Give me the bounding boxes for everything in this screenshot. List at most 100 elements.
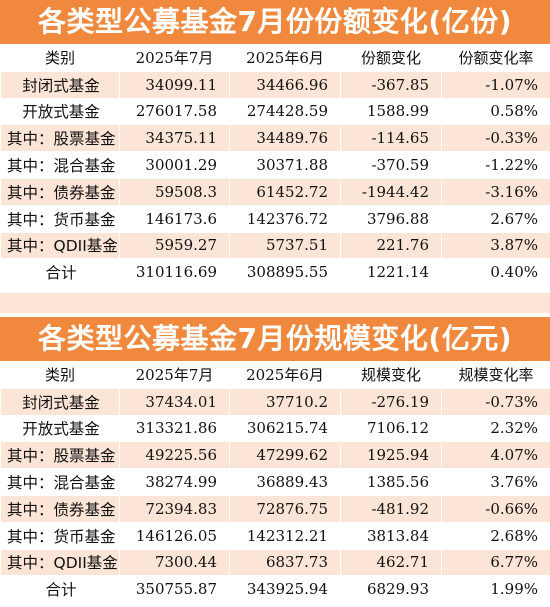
value-cell: 276017.58 xyxy=(119,97,230,126)
value-cell: 313321.86 xyxy=(119,414,230,443)
value-cell: 343925.94 xyxy=(229,575,341,604)
value-cell: 3.87% xyxy=(441,231,550,260)
value-cell: 1588.99 xyxy=(340,97,442,126)
table-row: 其中：货币基金 146126.05 142312.21 3813.84 2.68% xyxy=(0,521,550,550)
value-cell: -367.85 xyxy=(340,70,442,99)
table-row: 其中：混合基金 30001.29 30371.88 -370.59 -1.22% xyxy=(0,151,550,179)
category-cell: 封闭式基金 xyxy=(0,70,120,99)
category-cell: 其中：混合基金 xyxy=(0,151,120,179)
category-cell: 其中：混合基金 xyxy=(0,468,120,496)
column-header: 2025年7月 xyxy=(119,361,230,389)
value-cell: 310116.69 xyxy=(119,258,230,287)
value-cell: -370.59 xyxy=(340,151,442,179)
value-cell: -0.33% xyxy=(441,124,550,153)
value-cell: 1385.56 xyxy=(340,468,442,496)
value-cell: -0.66% xyxy=(441,494,550,523)
column-header: 2025年6月 xyxy=(229,44,341,72)
category-cell: 合计 xyxy=(0,258,120,287)
value-cell: 34099.11 xyxy=(119,70,230,99)
table-row: 其中：债券基金 59508.3 61452.72 -1944.42 -3.16% xyxy=(0,177,550,206)
table-row: 开放式基金 276017.58 274428.59 1588.99 0.58% xyxy=(0,97,550,126)
column-header: 份额变化 xyxy=(340,44,442,72)
value-cell: 142312.21 xyxy=(229,521,341,550)
value-cell: -0.73% xyxy=(441,387,550,416)
category-cell: 其中：股票基金 xyxy=(0,441,120,470)
column-header: 规模变化率 xyxy=(441,361,550,389)
value-cell: 2.67% xyxy=(441,204,550,233)
value-cell: 6837.73 xyxy=(229,548,341,577)
column-header: 类别 xyxy=(0,361,120,389)
value-cell: 306215.74 xyxy=(229,414,341,443)
value-cell: 7106.12 xyxy=(340,414,442,443)
value-cell: 3796.88 xyxy=(340,204,442,233)
value-cell: 142376.72 xyxy=(229,204,341,233)
value-cell: 37710.2 xyxy=(229,387,341,416)
value-cell: 3.76% xyxy=(441,468,550,496)
value-cell: -1.07% xyxy=(441,70,550,99)
value-cell: 221.76 xyxy=(340,231,442,260)
value-cell: -1944.42 xyxy=(340,177,442,206)
value-cell: 36889.43 xyxy=(229,468,341,496)
value-cell: -481.92 xyxy=(340,494,442,523)
value-cell: 4.07% xyxy=(441,441,550,470)
value-cell: 274428.59 xyxy=(229,97,341,126)
value-cell: 72394.83 xyxy=(119,494,230,523)
column-header: 类别 xyxy=(0,44,120,72)
value-cell: 2.68% xyxy=(441,521,550,550)
category-cell: 其中：股票基金 xyxy=(0,124,120,153)
table-row: 其中：混合基金 38274.99 36889.43 1385.56 3.76% xyxy=(0,468,550,496)
table-row: 封闭式基金 34099.11 34466.96 -367.85 -1.07% xyxy=(0,70,550,99)
value-cell: -276.19 xyxy=(340,387,442,416)
spacer-gap xyxy=(0,313,550,317)
table-row: 其中：QDII基金 7300.44 6837.73 462.71 6.77% xyxy=(0,548,550,577)
category-cell: 合计 xyxy=(0,575,120,604)
value-cell: -1.22% xyxy=(441,151,550,179)
value-cell: 350755.87 xyxy=(119,575,230,604)
header-row: 类别 2025年7月 2025年6月 规模变化 规模变化率 xyxy=(0,361,550,389)
category-cell: 其中：债券基金 xyxy=(0,494,120,523)
category-cell: 其中：QDII基金 xyxy=(0,548,120,577)
value-cell: 34375.11 xyxy=(119,124,230,153)
table-row: 合计 310116.69 308895.55 1221.14 0.40% xyxy=(0,258,550,287)
value-cell: 30371.88 xyxy=(229,151,341,179)
value-cell: 2.32% xyxy=(441,414,550,443)
value-cell: 5959.27 xyxy=(119,231,230,260)
column-header: 2025年6月 xyxy=(229,361,341,389)
value-cell: 37434.01 xyxy=(119,387,230,416)
category-cell: 其中：货币基金 xyxy=(0,204,120,233)
spacer-band xyxy=(0,293,550,313)
category-cell: 其中：货币基金 xyxy=(0,521,120,550)
value-cell: 3813.84 xyxy=(340,521,442,550)
column-header: 份额变化率 xyxy=(441,44,550,72)
value-cell: 7300.44 xyxy=(119,548,230,577)
value-cell: 61452.72 xyxy=(229,177,341,206)
value-cell: -3.16% xyxy=(441,177,550,206)
table-row: 合计 350755.87 343925.94 6829.93 1.99% xyxy=(0,575,550,604)
value-cell: 1.99% xyxy=(441,575,550,604)
category-cell: 封闭式基金 xyxy=(0,387,120,416)
value-cell: 34466.96 xyxy=(229,70,341,99)
value-cell: 72876.75 xyxy=(229,494,341,523)
value-cell: 1925.94 xyxy=(340,441,442,470)
table-row: 其中：股票基金 34375.11 34489.76 -114.65 -0.33% xyxy=(0,124,550,153)
value-cell: 5737.51 xyxy=(229,231,341,260)
value-cell: 34489.76 xyxy=(229,124,341,153)
table-row: 封闭式基金 37434.01 37710.2 -276.19 -0.73% xyxy=(0,387,550,416)
value-cell: 30001.29 xyxy=(119,151,230,179)
value-cell: 6829.93 xyxy=(340,575,442,604)
value-cell: 59508.3 xyxy=(119,177,230,206)
table-row: 其中：货币基金 146173.6 142376.72 3796.88 2.67% xyxy=(0,204,550,233)
table1-title: 各类型公募基金7月份份额变化(亿份) xyxy=(0,0,550,44)
table2-title: 各类型公募基金7月份规模变化(亿元) xyxy=(0,317,550,361)
value-cell: 38274.99 xyxy=(119,468,230,496)
table-row: 其中：债券基金 72394.83 72876.75 -481.92 -0.66% xyxy=(0,494,550,523)
value-cell: 462.71 xyxy=(340,548,442,577)
value-cell: 49225.56 xyxy=(119,441,230,470)
fund-scale-table: 类别 2025年7月 2025年6月 规模变化 规模变化率 封闭式基金 37434.01 37… xyxy=(0,361,550,604)
value-cell: 47299.62 xyxy=(229,441,341,470)
value-cell: -114.65 xyxy=(340,124,442,153)
fund-share-table: 类别 2025年7月 2025年6月 份额变化 份额变化率 封闭式基金 34099.11 34… xyxy=(0,44,550,287)
category-cell: 开放式基金 xyxy=(0,414,120,443)
category-cell: 其中：债券基金 xyxy=(0,177,120,206)
value-cell: 0.40% xyxy=(441,258,550,287)
